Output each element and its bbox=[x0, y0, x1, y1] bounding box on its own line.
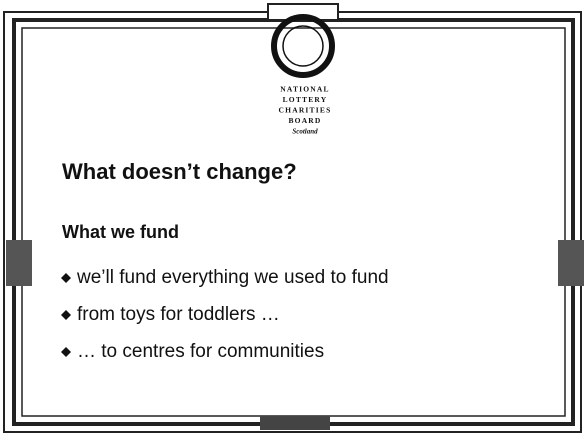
bottom-tab bbox=[260, 416, 330, 430]
right-tab bbox=[558, 240, 584, 286]
left-tab bbox=[6, 240, 32, 286]
bullet-text: … to centres for communities bbox=[77, 341, 324, 362]
logo-line: NATIONAL bbox=[280, 85, 329, 94]
bullet-text: we’ll fund everything we used to fund bbox=[76, 267, 389, 288]
logo-ring bbox=[271, 14, 335, 78]
logo-inner-ring bbox=[282, 25, 324, 67]
logo-line: Scotland bbox=[292, 128, 318, 136]
bullet-diamond bbox=[61, 273, 71, 283]
logo-line: BOARD bbox=[288, 116, 321, 125]
slide-subtitle: What we fund bbox=[62, 222, 179, 242]
top-tab bbox=[267, 3, 339, 21]
logo-line: CHARITIES bbox=[279, 106, 332, 115]
logo-line: LOTTERY bbox=[283, 95, 328, 104]
bullet-diamond bbox=[61, 310, 71, 320]
bullet-text: from toys for toddlers … bbox=[77, 304, 280, 325]
bullet-list: we’ll fund everything we used to fund fro… bbox=[61, 267, 389, 362]
slide-title: What doesn’t change? bbox=[62, 159, 297, 184]
bullet-diamond bbox=[61, 347, 71, 357]
